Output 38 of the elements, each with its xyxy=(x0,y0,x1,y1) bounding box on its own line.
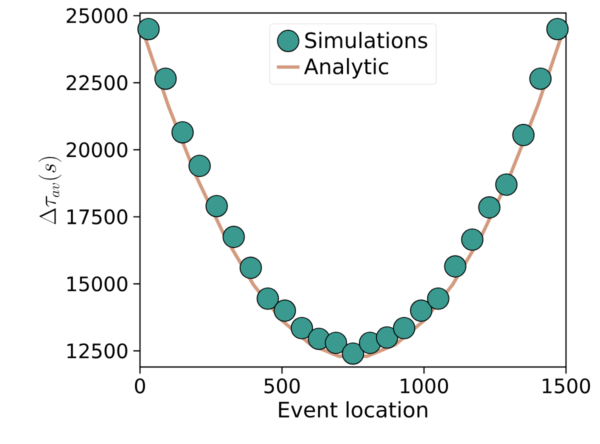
y-axis-title: $\Delta\tau_{av}(s)$ xyxy=(38,156,62,224)
point xyxy=(324,332,348,354)
point xyxy=(274,300,296,322)
point xyxy=(376,326,398,349)
x-tick-label: 1500 xyxy=(542,378,590,394)
point xyxy=(444,255,466,278)
point xyxy=(427,287,450,310)
y-tick-label: 15000 xyxy=(67,276,128,292)
point xyxy=(392,316,416,340)
point xyxy=(546,18,569,40)
x-axis-title: Event location xyxy=(279,401,428,418)
legend-label: Analytic xyxy=(304,58,388,79)
y-tick-label: 20000 xyxy=(66,142,128,158)
legend-label: Simulations xyxy=(305,32,428,48)
point xyxy=(410,300,432,322)
point xyxy=(342,342,364,365)
point xyxy=(171,121,194,144)
point xyxy=(188,154,211,177)
point xyxy=(290,316,314,340)
point xyxy=(137,18,160,40)
point xyxy=(512,124,535,146)
x-tick-label: 0 xyxy=(134,378,146,394)
point xyxy=(206,194,228,218)
y-tick-label: 25000 xyxy=(66,8,128,24)
x-tick-label: 500 xyxy=(264,378,300,394)
point xyxy=(529,68,552,90)
point xyxy=(461,228,484,251)
point xyxy=(358,332,382,354)
y-tick-label: 12500 xyxy=(67,343,128,358)
y-tick-label: 22500 xyxy=(66,75,128,90)
point xyxy=(256,287,279,310)
y-tick-label: 17500 xyxy=(67,209,128,224)
point xyxy=(222,226,245,248)
x-tick-label: 1000 xyxy=(400,378,448,394)
point xyxy=(495,174,518,196)
point xyxy=(478,196,500,219)
point xyxy=(240,256,262,279)
point xyxy=(154,68,177,90)
